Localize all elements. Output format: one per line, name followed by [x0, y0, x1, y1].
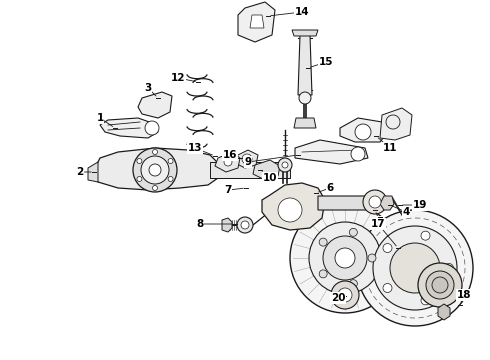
Polygon shape — [340, 118, 388, 142]
Circle shape — [290, 203, 400, 313]
Polygon shape — [380, 108, 412, 140]
Circle shape — [349, 280, 357, 288]
Circle shape — [145, 121, 159, 135]
Circle shape — [309, 222, 381, 294]
Polygon shape — [262, 183, 325, 230]
Polygon shape — [88, 162, 98, 182]
Circle shape — [168, 176, 173, 181]
Text: 1: 1 — [97, 113, 103, 123]
Polygon shape — [438, 304, 450, 320]
Circle shape — [282, 162, 288, 168]
Text: 16: 16 — [223, 150, 237, 160]
Polygon shape — [253, 160, 280, 180]
Circle shape — [383, 283, 392, 292]
Circle shape — [242, 154, 252, 164]
Polygon shape — [235, 150, 258, 168]
Circle shape — [319, 238, 327, 246]
Text: 5: 5 — [376, 217, 384, 227]
Circle shape — [357, 210, 473, 326]
Circle shape — [349, 228, 357, 236]
Polygon shape — [138, 92, 172, 118]
Circle shape — [421, 231, 430, 240]
Polygon shape — [294, 118, 316, 128]
Circle shape — [141, 156, 169, 184]
Circle shape — [323, 236, 367, 280]
Circle shape — [335, 248, 355, 268]
Polygon shape — [215, 152, 240, 172]
Text: 13: 13 — [188, 143, 202, 153]
Text: 7: 7 — [224, 185, 232, 195]
Circle shape — [152, 185, 157, 190]
Circle shape — [299, 92, 311, 104]
Text: 11: 11 — [383, 143, 397, 153]
Circle shape — [133, 148, 177, 192]
Polygon shape — [100, 118, 158, 138]
Text: 10: 10 — [263, 173, 277, 183]
Polygon shape — [222, 218, 232, 232]
Circle shape — [137, 176, 142, 181]
Circle shape — [278, 158, 292, 172]
Text: 18: 18 — [457, 290, 471, 300]
Circle shape — [351, 147, 365, 161]
Text: 3: 3 — [145, 83, 151, 93]
Text: 12: 12 — [171, 73, 185, 83]
Circle shape — [444, 264, 454, 273]
Polygon shape — [250, 15, 264, 28]
Polygon shape — [238, 2, 275, 42]
Text: 6: 6 — [326, 183, 334, 193]
Circle shape — [426, 271, 454, 299]
Text: 8: 8 — [196, 219, 204, 229]
Text: 20: 20 — [331, 293, 345, 303]
Text: 15: 15 — [319, 57, 333, 67]
Circle shape — [421, 296, 430, 305]
Circle shape — [152, 149, 157, 154]
Circle shape — [331, 281, 359, 309]
Circle shape — [432, 277, 448, 293]
Circle shape — [369, 196, 381, 208]
Polygon shape — [380, 196, 394, 210]
Circle shape — [149, 164, 161, 176]
Polygon shape — [292, 30, 318, 36]
Circle shape — [390, 243, 440, 293]
Circle shape — [355, 124, 371, 140]
Circle shape — [319, 270, 327, 278]
Text: 2: 2 — [76, 167, 84, 177]
Polygon shape — [298, 35, 312, 95]
Text: 19: 19 — [413, 200, 427, 210]
Circle shape — [224, 158, 232, 166]
Circle shape — [373, 226, 457, 310]
Circle shape — [137, 158, 142, 163]
Polygon shape — [295, 140, 368, 164]
Circle shape — [278, 198, 302, 222]
Circle shape — [418, 263, 462, 307]
Text: 17: 17 — [371, 219, 385, 229]
Circle shape — [383, 243, 392, 252]
Text: 4: 4 — [402, 207, 410, 217]
Circle shape — [363, 190, 387, 214]
Text: 9: 9 — [245, 157, 251, 167]
Text: 14: 14 — [294, 7, 309, 17]
Circle shape — [168, 158, 173, 163]
Circle shape — [338, 288, 352, 302]
Polygon shape — [318, 196, 372, 210]
Polygon shape — [92, 148, 218, 190]
Circle shape — [368, 254, 376, 262]
Circle shape — [237, 217, 253, 233]
Polygon shape — [210, 162, 290, 178]
Circle shape — [241, 221, 249, 229]
